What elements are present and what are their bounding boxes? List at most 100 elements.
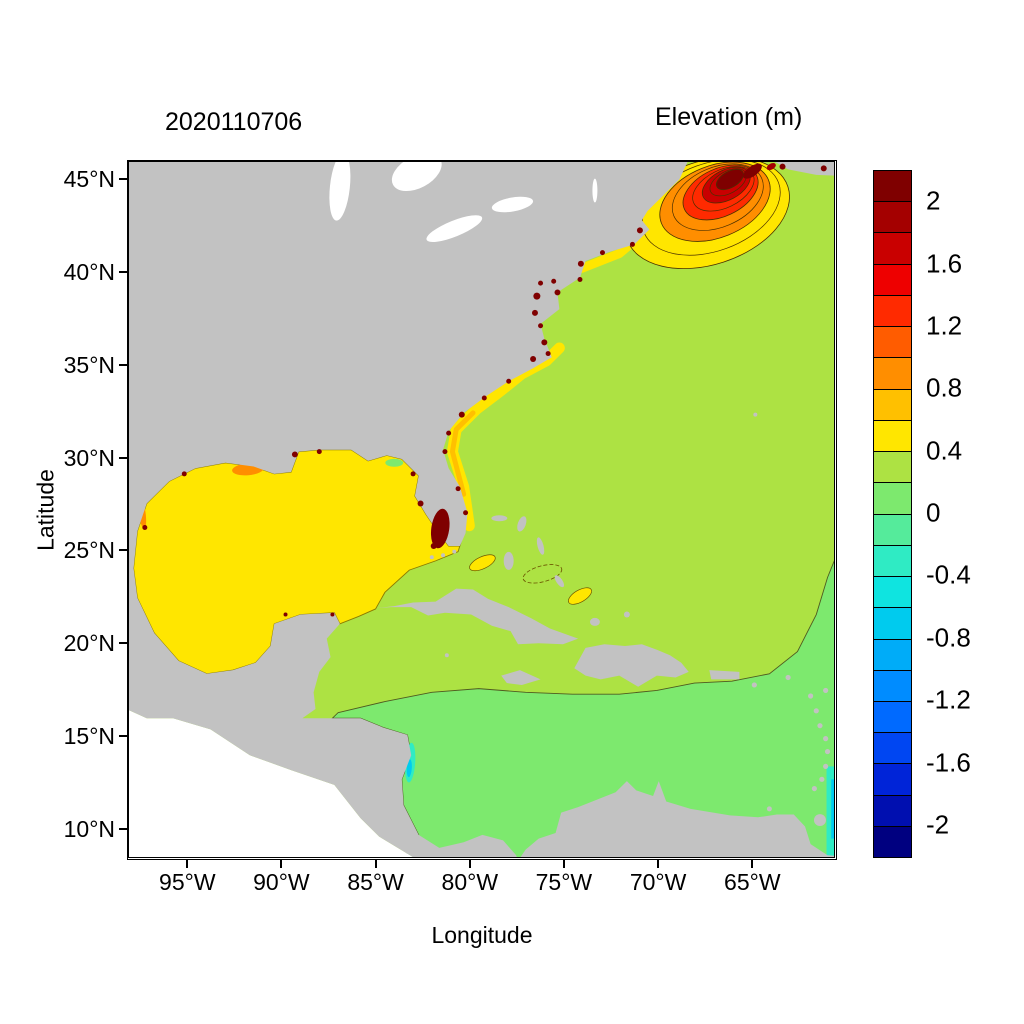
- colorbar-tick-label: 1.2: [926, 310, 963, 341]
- coastal-max-speckle: [410, 471, 416, 477]
- colorbar-cell: [874, 295, 911, 328]
- x-tick-label: 65°W: [724, 869, 781, 895]
- coastal-max-speckle: [506, 378, 512, 384]
- coastal-max-speckle: [458, 411, 465, 418]
- y-tick-label: 20°N: [63, 630, 115, 657]
- lake-michigan: [329, 161, 351, 221]
- coastal-max-speckle: [629, 241, 635, 247]
- island-andros: [503, 551, 514, 570]
- y-tick-label: 45°N: [63, 165, 115, 192]
- island-long-island: [554, 575, 565, 588]
- coastal-max-speckle: [283, 612, 288, 617]
- x-tick-mark: [751, 860, 754, 868]
- colorbar-cell: [874, 264, 911, 296]
- y-tick-label: 25°N: [63, 537, 115, 564]
- elevation-map-svg: [128, 161, 835, 858]
- island-lesser-antilles: [823, 687, 829, 694]
- island-lesser-antilles: [813, 708, 819, 714]
- coastal-max-speckle: [291, 451, 298, 458]
- colorbar-cell: [874, 639, 911, 671]
- colorbar-cell: [874, 670, 911, 702]
- coastal-max-speckle: [538, 323, 544, 329]
- colorbar-tick-label: 0.4: [926, 435, 963, 466]
- lake-huron: [391, 161, 442, 192]
- colorbar-cell: [874, 608, 911, 640]
- x-tick-mark: [562, 860, 565, 868]
- x-tick-label: 75°W: [535, 869, 593, 895]
- map-plot-area: [127, 160, 837, 860]
- y-tick-label: 10°N: [63, 816, 115, 843]
- colorbar-tick-label: 1.6: [926, 248, 963, 278]
- y-tick-mark: [119, 735, 127, 738]
- coastal-max-speckle: [181, 471, 187, 477]
- sab-coastal-band-orange: [449, 410, 476, 497]
- coastal-max-speckle: [531, 309, 538, 316]
- land-hispaniola: [574, 644, 689, 687]
- land-jamaica: [501, 670, 541, 685]
- colorbar-tick-label: -1.6: [926, 747, 971, 777]
- hotspot-band-2.1: [716, 168, 744, 191]
- coastal-max-speckle: [481, 395, 487, 401]
- y-tick-mark: [119, 363, 127, 366]
- colorbar-cell: [874, 795, 911, 827]
- southeast-cyan-strip: [831, 779, 835, 839]
- coastal-max-speckle: [142, 525, 148, 531]
- y-tick-label: 30°N: [63, 444, 115, 471]
- coastal-max-speckle: [599, 250, 605, 256]
- y-tick-mark: [119, 642, 127, 645]
- y-axis-title: Latitude: [32, 469, 59, 551]
- island-lesser-antilles: [819, 776, 825, 782]
- island-trinidad: [813, 814, 826, 827]
- lake-ontario: [491, 196, 534, 213]
- coastal-max-speckle: [538, 280, 544, 286]
- x-tick-label: 90°W: [253, 869, 310, 895]
- colorbar-tick-label: 2: [926, 185, 941, 216]
- land-puerto-rico: [709, 670, 740, 680]
- y-tick-label: 15°N: [63, 723, 115, 750]
- colorbar-cell: [874, 701, 911, 734]
- coastal-max-speckle: [316, 449, 322, 455]
- southeast-teal-strip: [826, 766, 835, 858]
- colorbar-tick-label: 0.8: [926, 372, 963, 403]
- coastal-max-speckle: [545, 351, 551, 357]
- land-cuba: [376, 588, 579, 645]
- colorbar-cell: [874, 826, 911, 858]
- plot-frame: [128, 161, 835, 858]
- x-tick-mark: [657, 860, 660, 868]
- colorbar-cell: [874, 577, 911, 609]
- island-lesser-antilles: [823, 736, 829, 742]
- y-tick-mark: [119, 456, 127, 459]
- coastal-max-speckle: [430, 543, 437, 550]
- x-tick-label: 95°W: [159, 869, 216, 895]
- y-tick-label: 40°N: [63, 258, 115, 285]
- colorbar-tick-label: -0.4: [926, 559, 971, 590]
- colorbar-cell: [874, 171, 911, 203]
- colorbar-cell: [874, 514, 911, 546]
- plot-date-title: 2020110706: [165, 108, 303, 136]
- colorbar-cell: [874, 327, 911, 359]
- land-south-america: [519, 781, 835, 858]
- coastal-max-speckle: [541, 339, 548, 346]
- lake-champlain: [592, 178, 598, 203]
- colorbar-cell: [874, 545, 911, 578]
- island-lesser-antilles: [811, 786, 817, 792]
- y-tick-mark: [119, 177, 127, 180]
- coastal-max-speckle: [417, 500, 424, 507]
- y-tick-label: 35°N: [63, 351, 115, 378]
- x-tick-label: 85°W: [347, 869, 404, 895]
- x-tick-mark: [280, 860, 283, 868]
- island-lesser-antilles: [817, 723, 823, 729]
- coastal-max-speckle: [551, 278, 557, 284]
- coastal-max-speckle: [533, 292, 541, 300]
- island-florida-keys: [452, 549, 457, 554]
- island-florida-keys: [429, 555, 434, 560]
- island-abaco: [517, 516, 527, 532]
- coastal-max-speckle: [577, 277, 583, 282]
- x-tick-mark: [186, 860, 189, 868]
- x-axis-title: Longitude: [431, 922, 533, 948]
- bahamas-yellow-patch: [469, 554, 496, 572]
- coastal-max-speckle: [779, 163, 786, 170]
- island-eleuthera: [536, 537, 545, 555]
- x-tick-mark: [374, 860, 377, 868]
- coastal-max-speckle: [636, 227, 643, 234]
